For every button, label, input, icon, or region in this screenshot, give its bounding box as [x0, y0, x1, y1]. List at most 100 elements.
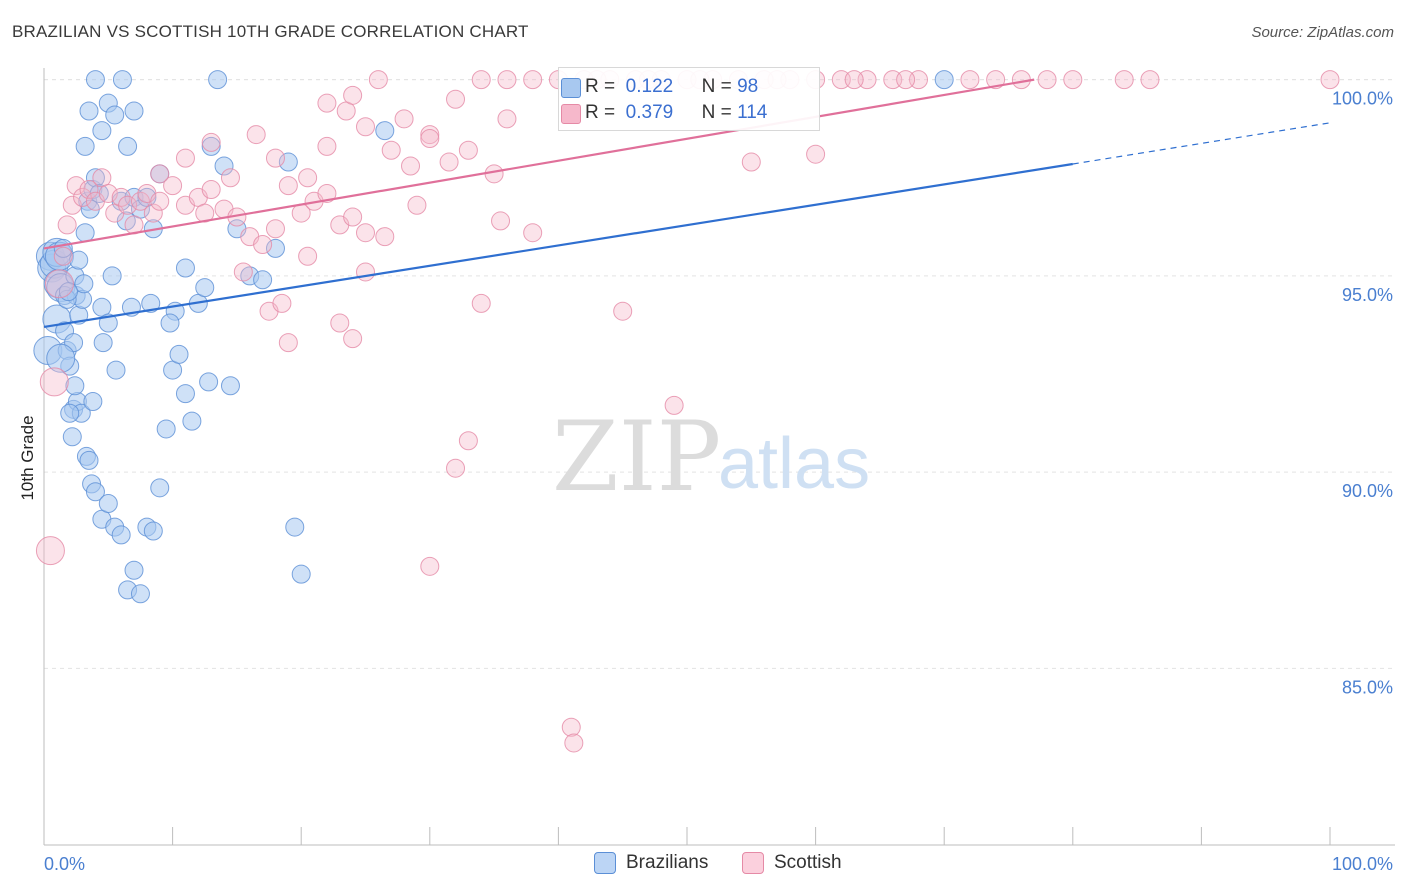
legend-swatch-scottish: [742, 852, 764, 874]
scottish-point: [150, 191, 170, 211]
brazilians-point: [208, 70, 228, 90]
scottish-point: [201, 132, 221, 152]
legend-row-scottish: R = 0.379 N = 114: [561, 100, 767, 126]
legend-r-value: 0.379: [625, 102, 674, 123]
watermark-zip: ZIP: [552, 401, 721, 513]
brazilians-point: [124, 101, 144, 121]
scottish-point: [368, 70, 388, 90]
scottish-point: [523, 223, 543, 243]
legend-item-scottish[interactable]: Scottish: [742, 852, 842, 874]
brazilians-point: [182, 411, 202, 431]
brazilians-point: [175, 258, 195, 278]
brazilians-trend-line: [43, 162, 1073, 328]
brazilians-point: [278, 152, 298, 172]
y-tick-label: 95.0%: [1342, 285, 1393, 305]
grid-lines: [44, 79, 1395, 669]
scottish-point: [343, 85, 363, 105]
scottish-point: [741, 152, 761, 172]
scottish-point: [343, 207, 363, 227]
brazilians-point: [75, 223, 95, 243]
legend-item-brazilians[interactable]: Brazilians: [594, 852, 708, 874]
scottish-point: [330, 313, 350, 333]
scottish-point: [1063, 70, 1083, 90]
scottish-point: [806, 144, 826, 164]
trend-lines: [43, 78, 1331, 328]
brazilians-point: [46, 343, 76, 373]
x-tick-label: 100.0%: [1332, 854, 1393, 874]
scottish-point: [175, 148, 195, 168]
scottish-point: [118, 195, 138, 215]
legend-n-label: N =: [701, 102, 732, 123]
brazilians-point: [74, 274, 94, 294]
scottish-point: [233, 262, 253, 282]
y-tick-label: 85.0%: [1342, 677, 1393, 697]
brazilians-point: [285, 517, 305, 537]
brazilians-point: [83, 391, 103, 411]
brazilians-point: [265, 238, 285, 258]
scottish-point: [62, 195, 82, 215]
scottish-point: [53, 246, 73, 266]
y-tick-label: 90.0%: [1342, 481, 1393, 501]
brazilians-point: [160, 313, 180, 333]
brazilians-point: [60, 403, 80, 423]
scottish-point: [407, 195, 427, 215]
brazilians-point: [118, 136, 138, 156]
legend-r-value: 0.122: [625, 76, 674, 97]
scottish-point: [664, 395, 684, 415]
scottish-point: [986, 70, 1006, 90]
scottish-point: [896, 70, 916, 90]
scottish-point: [298, 246, 318, 266]
scottish-point: [375, 227, 395, 247]
legend-label-scottish: Scottish: [774, 852, 842, 873]
scottish-point: [317, 136, 337, 156]
brazilians-point: [62, 427, 82, 447]
scottish-point: [265, 148, 285, 168]
scottish-point: [57, 215, 77, 235]
brazilians-point: [106, 360, 126, 380]
brazilians-point: [79, 101, 99, 121]
scottish-point: [446, 458, 466, 478]
scottish-point: [44, 269, 74, 299]
scottish-point: [471, 293, 491, 313]
brazilians-trend-extension: [1072, 122, 1331, 165]
scottish-point: [458, 140, 478, 160]
scottish-point: [98, 183, 118, 203]
brazilians-point: [75, 136, 95, 156]
scottish-point: [564, 733, 584, 753]
legend-r-label: R =: [585, 76, 616, 97]
chart-title: BRAZILIAN VS SCOTTISH 10TH GRADE CORRELA…: [12, 22, 529, 41]
legend-row-brazilians: R = 0.122 N = 98: [561, 74, 758, 100]
scottish-point: [246, 125, 266, 145]
brazilians-point: [124, 560, 144, 580]
brazilians-point: [199, 372, 219, 392]
scottish-point: [471, 70, 491, 90]
scottish-point: [356, 117, 375, 137]
scottish-point: [420, 556, 440, 576]
legend-r-label: R =: [585, 102, 616, 123]
scottish-point: [960, 70, 980, 90]
scottish-point: [420, 125, 440, 145]
scottish-point: [1037, 70, 1057, 90]
brazilians-point: [150, 478, 170, 498]
scottish-point: [39, 367, 69, 397]
scottish-point: [163, 176, 183, 196]
scottish-point: [35, 536, 65, 566]
brazilians-point: [291, 564, 311, 584]
legend-n-label: N =: [701, 76, 732, 97]
chart-source: Source: ZipAtlas.com: [1251, 24, 1394, 41]
watermark-atlas: atlas: [718, 424, 870, 504]
scottish-point: [458, 431, 478, 451]
scottish-point: [278, 333, 298, 353]
scottish-trend-line: [43, 78, 1035, 250]
brazilians-point: [92, 121, 112, 141]
scottish-point: [523, 70, 543, 90]
brazilians-point: [220, 376, 240, 396]
scottish-point: [613, 301, 633, 321]
brazilians-point: [934, 70, 954, 90]
scottish-point: [130, 191, 150, 211]
brazilians-point: [69, 250, 89, 270]
scottish-point: [1140, 70, 1160, 90]
scottish-point: [1011, 70, 1031, 90]
brazilians-point: [98, 494, 118, 514]
